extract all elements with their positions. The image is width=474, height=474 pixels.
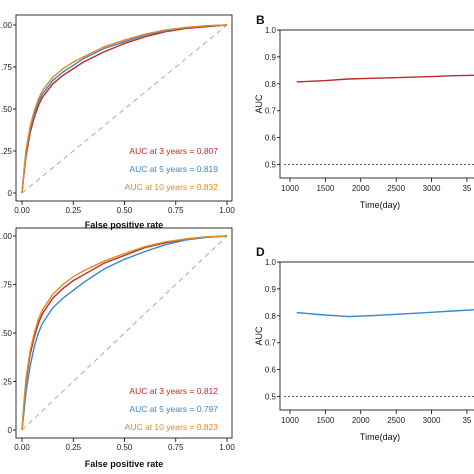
panel-a-diagonal [21,24,228,194]
panel-c-annotation-2: AUC at 5 years = 0.797 [129,404,218,414]
x-tick-label: 2500 [387,184,405,193]
y-tick-label: 0.7 [265,107,277,116]
panel-d-y-label: AUC [254,326,264,346]
x-tick-label: 0.00 [14,443,30,452]
x-tick-label: 0.75 [168,206,184,215]
y-tick-label: 0.6 [265,366,277,375]
panel-c-ticks: 0.000.250.500.751.000.25.50.751.00 [0,232,235,452]
panel-a-annotation-1: AUC at 3 years = 0.807 [129,146,218,156]
roc-curve-orange [21,24,228,194]
x-tick-label: 1.00 [219,443,235,452]
panel-b-frame [279,29,474,179]
y-tick-label: 0.5 [265,393,277,402]
y-tick-label: 0.9 [265,53,277,62]
panel-c-series [21,235,228,431]
x-tick-label: 3000 [423,416,441,425]
y-tick-label: 0.6 [265,134,277,143]
panel-a-series [21,24,228,194]
x-tick-label: 35 [462,184,471,193]
x-tick-label: 2000 [352,184,370,193]
y-tick-label: .50 [1,105,13,114]
y-tick-label: .25 [1,378,13,387]
y-tick-label: 1.0 [265,26,277,35]
y-tick-label: .75 [1,63,13,72]
y-tick-label: .25 [1,147,13,156]
panel-a-annotation-2: AUC at 5 years = 0.819 [129,164,218,174]
panel-c-annotation-1: AUC at 3 years = 0.812 [129,386,218,396]
x-tick-label: 35 [462,416,471,425]
panel-a-ticks: 0.000.250.500.751.000.25.50.751.00 [0,21,235,215]
panel-b-series [296,74,474,83]
x-tick-label: 2500 [387,416,405,425]
panel-a: 0.000.250.500.751.000.25.50.751.00 False… [0,14,235,230]
x-tick-label: 1000 [281,184,299,193]
panel-d-x-label: Time(day) [360,432,400,442]
panel-b-ticks: 1000 1500 2000 2500 3000 35 0.5 0.6 0.7 0.8 0.9 1.0 [265,26,472,193]
x-tick-label: 2000 [352,416,370,425]
panel-a-frame [15,14,233,202]
panel-c-annotation-3: AUC at 10 years = 0.823 [125,422,219,432]
x-tick-label: 0.25 [65,443,81,452]
x-tick-label: 1000 [281,416,299,425]
y-tick-label: 0.8 [265,312,277,321]
panel-d-letter: D [256,245,265,259]
y-tick-label: 0.7 [265,339,277,348]
panel-d: D 1000 1500 2000 2500 3000 350.50.60.70.80.91… [254,245,474,442]
panel-d-frame [279,261,474,411]
x-tick-label: 0.00 [14,206,30,215]
x-tick-label: 1.00 [219,206,235,215]
x-tick-label: 0.25 [65,206,81,215]
roc-curve-blue [21,235,228,431]
panel-c: 0.000.250.500.751.000.25.50.751.00 False… [0,227,235,469]
panel-a-annotation-3: AUC at 10 years = 0.832 [125,182,219,192]
panel-c-x-label: False positive rate [85,459,164,469]
panel-d-ticks: 1000 1500 2000 2500 3000 35 0.5 0.6 0.7 0.8 0.9 1.0 [265,258,472,425]
x-tick-label: 0.75 [168,443,184,452]
panel-c-diagonal [21,235,228,431]
panel-a-x-label: False positive rate [85,220,164,230]
y-tick-label: 0 [8,426,13,435]
x-tick-label: 1500 [316,416,334,425]
y-tick-label: 1.00 [0,21,13,30]
x-tick-label: 1500 [316,184,334,193]
y-tick-label: .75 [1,281,13,290]
y-tick-label: 1.00 [0,232,13,241]
y-tick-label: 0 [8,189,13,198]
y-tick-label: 0.8 [265,80,277,89]
y-tick-label: 0.9 [265,285,277,294]
panel-b-y-label: AUC [254,94,264,114]
y-tick-label: .50 [1,329,13,338]
panel-d-series [296,309,474,318]
panel-b-x-label: Time(day) [360,200,400,210]
roc-curve-orange [21,235,228,431]
panel-b-letter: B [256,13,265,27]
y-tick-label: 0.5 [265,161,277,170]
x-tick-label: 0.50 [117,443,133,452]
y-tick-label: 1.0 [265,258,277,267]
panel-b: B 1000 1500 2000 2500 3000 350.50.60.70.80.91… [254,13,474,210]
x-tick-label: 0.50 [117,206,133,215]
auc-curve-red [296,74,474,83]
auc-curve-blue [296,309,474,318]
x-tick-label: 3000 [423,184,441,193]
